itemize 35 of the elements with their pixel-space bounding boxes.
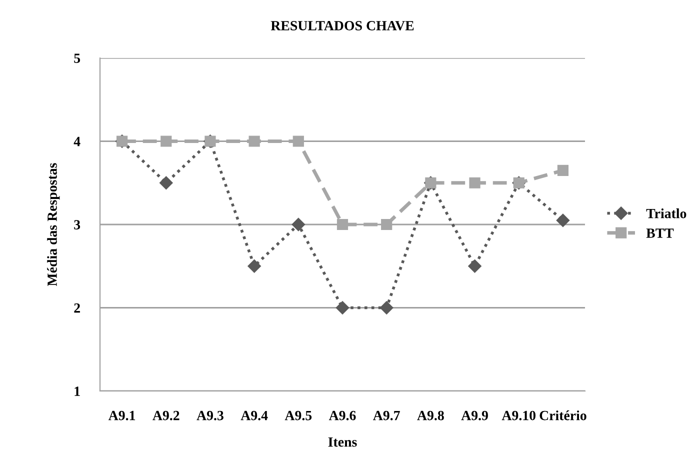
point (160, 136, 172, 147)
point (380, 301, 394, 314)
x-tick-label: A9.10 (502, 410, 536, 420)
x-tick-label: A9.6 (328, 410, 356, 420)
x-tick-label: A9.1 (108, 410, 136, 420)
y-tick-label: 2 (74, 303, 80, 313)
point (292, 136, 304, 147)
point (469, 177, 480, 188)
x-tick-label: A9.5 (284, 410, 312, 420)
legend-label: BTT (646, 228, 674, 238)
y-tick-label: 1 (74, 386, 80, 396)
point (468, 260, 482, 273)
y-axis-title: Média das Respostas (47, 163, 60, 286)
point (336, 301, 350, 314)
y-tick-label: 5 (74, 54, 80, 63)
point (557, 164, 569, 176)
y-tick-label: 3 (74, 220, 80, 230)
y-tick-label: 4 (74, 136, 80, 146)
point (556, 214, 570, 227)
point (336, 218, 348, 230)
chart-title: RESULTADOS CHAVE (270, 21, 414, 30)
x-tick-label: Critério (540, 410, 586, 420)
legend-label: Triatlo (646, 208, 686, 218)
x-tick-label: A9.4 (240, 410, 268, 420)
point (248, 260, 261, 273)
point (248, 136, 260, 147)
point (381, 218, 392, 230)
point (160, 176, 173, 190)
x-tick-label: A9.3 (196, 410, 224, 420)
x-tick-label: A9.9 (461, 410, 488, 420)
point (292, 218, 305, 232)
x-axis-title: Itens (328, 437, 357, 447)
x-tick-label: A9.7 (373, 410, 400, 420)
x-tick-label: A9.2 (152, 410, 180, 420)
x-tick-label: A9.8 (417, 410, 444, 420)
